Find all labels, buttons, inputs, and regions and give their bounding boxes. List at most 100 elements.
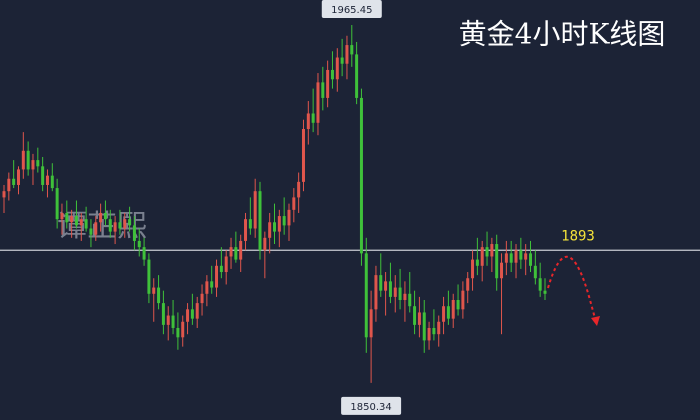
candle-body xyxy=(190,309,194,319)
max-label: 1965.45 xyxy=(331,5,372,16)
candle-body xyxy=(258,191,262,251)
label-box xyxy=(341,396,402,415)
candle-body xyxy=(94,222,98,235)
candle-body xyxy=(374,275,378,310)
candle-body xyxy=(263,237,267,251)
candle-body xyxy=(422,312,426,341)
candle-body xyxy=(292,197,296,210)
candle-body xyxy=(393,287,397,297)
level-label: 1893 xyxy=(561,228,595,244)
candle-body xyxy=(123,219,127,229)
candle-body xyxy=(41,166,45,185)
candle-body xyxy=(195,303,199,319)
candle-body xyxy=(287,209,291,226)
candle-body xyxy=(282,216,286,226)
candle-body xyxy=(200,293,204,304)
candle-body xyxy=(311,113,315,123)
candle-body xyxy=(398,287,402,300)
candle-body xyxy=(128,219,132,226)
candle-body xyxy=(12,178,16,185)
candle-body xyxy=(413,306,417,325)
candle-body xyxy=(137,240,141,248)
candle-body xyxy=(65,212,69,223)
candle-body xyxy=(244,219,248,241)
candle-body xyxy=(186,309,190,322)
candle-body xyxy=(538,278,542,291)
candle-body xyxy=(84,219,88,229)
candle-body xyxy=(277,216,281,232)
candle-body xyxy=(500,262,504,279)
candle-body xyxy=(364,253,368,338)
candle-body xyxy=(543,290,547,294)
candle-body xyxy=(471,259,475,279)
candle-body xyxy=(152,287,156,294)
candle-body xyxy=(340,57,344,64)
chart-title: 黄金4小时K线图 xyxy=(459,18,666,51)
candle-body xyxy=(171,315,175,328)
candle-body xyxy=(345,45,349,64)
candle-body xyxy=(316,82,320,123)
candle-body xyxy=(388,281,392,297)
candle-body xyxy=(461,290,465,310)
forecast-arrow xyxy=(547,255,597,323)
candle-body xyxy=(142,247,146,260)
candle-body xyxy=(432,327,436,335)
candle-body xyxy=(113,222,117,232)
candle-body xyxy=(210,281,214,288)
candle-body xyxy=(514,250,518,263)
candle-body xyxy=(408,293,412,307)
candle-body xyxy=(181,321,185,338)
candle-body xyxy=(369,309,373,338)
candle-body xyxy=(490,244,494,257)
candle-body xyxy=(229,247,233,257)
candle-body xyxy=(359,97,363,254)
candle-body xyxy=(524,253,528,260)
candle-body xyxy=(224,256,228,273)
candle-body xyxy=(403,293,407,300)
candle-body xyxy=(475,259,479,266)
candle-body xyxy=(161,303,165,325)
candle-body xyxy=(147,259,151,294)
candle-body xyxy=(480,247,484,266)
candle-body xyxy=(45,175,49,185)
candle-body xyxy=(89,228,93,235)
candle-body xyxy=(456,300,460,310)
candle-body xyxy=(2,191,6,198)
candle-body xyxy=(132,225,136,241)
candle-body xyxy=(166,315,170,325)
candle-body xyxy=(176,327,180,338)
candle-body xyxy=(215,265,219,288)
candle-body xyxy=(301,129,305,182)
candle-body xyxy=(7,178,11,192)
candle-body xyxy=(157,287,161,304)
candle-body xyxy=(253,191,257,229)
candle-body xyxy=(427,327,431,341)
candle-body xyxy=(495,244,499,279)
candle-body xyxy=(118,222,122,229)
candle-body xyxy=(268,222,272,238)
candle-body xyxy=(384,281,388,291)
candle-body xyxy=(273,222,276,232)
candle-body xyxy=(219,265,223,273)
candle-body xyxy=(26,150,30,170)
candle-body xyxy=(379,275,383,291)
candle-body xyxy=(306,113,310,130)
candle-body xyxy=(321,82,325,98)
candle-body xyxy=(36,160,40,167)
candle-body xyxy=(21,150,25,170)
candle-body xyxy=(108,219,112,232)
candle-body xyxy=(70,216,74,223)
candle-body xyxy=(74,216,78,226)
candle-body xyxy=(248,219,252,229)
candle-body xyxy=(234,247,238,260)
candle-body xyxy=(485,247,489,257)
candle-body xyxy=(103,212,107,220)
min-label: 1850.34 xyxy=(350,402,391,413)
candle-body xyxy=(55,188,59,220)
label-box xyxy=(321,0,382,18)
candle-body xyxy=(417,312,421,325)
candle-body xyxy=(446,306,450,319)
candle-body xyxy=(466,278,470,291)
candle-body xyxy=(533,265,537,279)
